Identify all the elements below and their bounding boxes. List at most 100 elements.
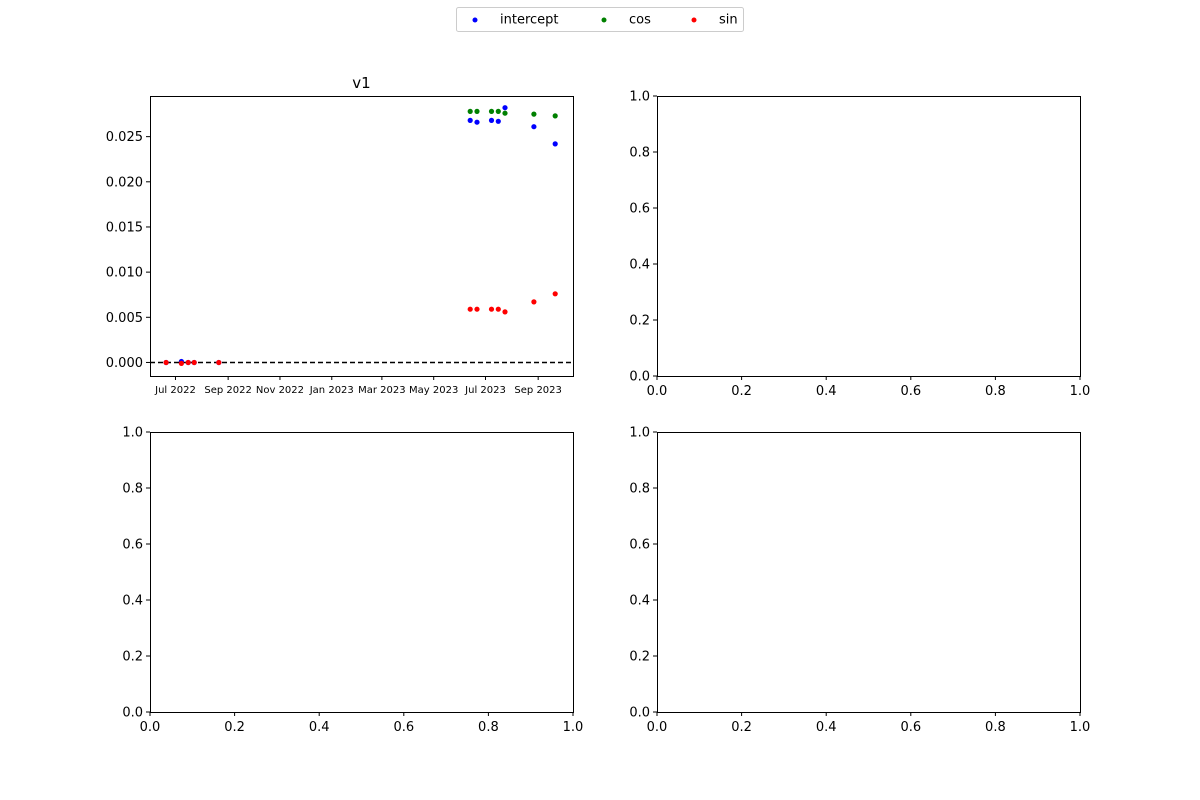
x-tick-label: Sep 2022	[204, 385, 251, 396]
plot-area	[150, 105, 573, 366]
point-sin	[552, 291, 558, 297]
y-tick-label: 0.005	[106, 311, 143, 326]
y-tick-label: 1.0	[122, 426, 143, 441]
x-tick-label: Sep 2023	[514, 385, 561, 396]
legend-label-cos: cos	[629, 13, 651, 28]
axes-frame	[150, 432, 574, 713]
legend-marker-cos	[601, 17, 607, 23]
y-tick-label: 0.015	[106, 220, 143, 235]
legend-marker-sin	[691, 17, 697, 23]
point-sin	[502, 309, 508, 315]
y-tick-label: 0.4	[122, 594, 143, 609]
point-sin	[185, 359, 191, 366]
point-sin	[531, 299, 537, 305]
point-sin	[178, 360, 184, 366]
y-tick-label: 0.8	[629, 482, 650, 497]
x-tick-label: Jan 2023	[309, 385, 354, 396]
y-tick-label: 0.020	[106, 175, 143, 190]
point-intercept	[495, 118, 501, 124]
y-tick-label: 0.8	[629, 146, 650, 161]
axes-frame	[657, 96, 1081, 377]
point-intercept	[502, 105, 508, 111]
point-intercept	[474, 119, 480, 125]
point-intercept	[488, 117, 495, 123]
x-tick-label: 0.0	[140, 720, 161, 735]
x-axis: 0.0 0.2 0.4 0.6 0.8 1.0	[140, 712, 584, 735]
point-intercept	[467, 117, 473, 123]
point-cos	[488, 108, 495, 114]
x-tick-label: 0.2	[731, 384, 752, 399]
y-tick-label: 0.0	[122, 706, 143, 721]
x-tick-label: 1.0	[1070, 384, 1091, 399]
point-cos	[467, 108, 473, 114]
y-tick-label: 0.2	[629, 650, 650, 665]
x-tick-label: 1.0	[563, 720, 584, 735]
x-tick-label: 0.0	[647, 720, 668, 735]
x-tick-label: 0.4	[309, 720, 330, 735]
point-intercept	[531, 124, 537, 130]
y-axis: 0.0 0.2 0.4 0.6 0.8 1.0	[629, 90, 657, 385]
y-tick-label: 0.4	[629, 594, 650, 609]
point-cos	[474, 108, 480, 114]
x-tick-label: May 2023	[409, 385, 458, 396]
y-tick-label: 0.0	[629, 706, 650, 721]
y-axis: 0.000 0.005 0.010 0.015 0.020 0.025	[106, 130, 150, 371]
x-tick-label: Mar 2023	[358, 385, 406, 396]
x-tick-label: 0.8	[985, 720, 1006, 735]
point-cos	[502, 110, 508, 116]
legend-label-sin: sin	[719, 13, 738, 28]
x-tick-label: 0.6	[900, 384, 921, 399]
subplot-bottom-left: 0.0 0.2 0.4 0.6 0.8 1.0 0.0 0.2 0.4 0.6 0.8 1.0	[122, 426, 583, 736]
x-axis: 0.0 0.2 0.4 0.6 0.8 1.0	[647, 712, 1090, 735]
x-tick-label: 0.6	[393, 720, 414, 735]
y-tick-label: 0.8	[122, 482, 143, 497]
y-tick-label: 0.025	[106, 130, 143, 145]
x-tick-label: 0.8	[985, 384, 1006, 399]
x-axis: Jul 2022 Sep 2022 Nov 2022 Jan 2023 Mar 2023…	[154, 376, 562, 396]
x-tick-label: 0.4	[816, 384, 837, 399]
x-tick-label: 0.2	[224, 720, 245, 735]
y-tick-label: 1.0	[629, 426, 650, 441]
y-tick-label: 0.000	[106, 356, 143, 371]
x-tick-label: 0.4	[816, 720, 837, 735]
series-sin	[163, 291, 558, 366]
subplot-bottom-right: 0.0 0.2 0.4 0.6 0.8 1.0 0.0 0.2 0.4 0.6 0.8 1.0	[629, 426, 1090, 736]
point-sin	[467, 306, 473, 312]
x-tick-label: Jul 2022	[154, 385, 196, 396]
axes-frame	[150, 96, 574, 377]
series-cos	[467, 108, 558, 119]
point-sin	[495, 306, 501, 312]
point-cos	[552, 113, 558, 119]
point-sin	[191, 359, 197, 366]
legend-frame	[456, 7, 744, 32]
point-sin	[474, 306, 480, 312]
y-axis: 0.0 0.2 0.4 0.6 0.8 1.0	[122, 426, 150, 721]
y-tick-label: 1.0	[629, 90, 650, 105]
y-tick-label: 0.010	[106, 266, 143, 281]
x-tick-label: 0.0	[647, 384, 668, 399]
y-tick-label: 0.6	[629, 538, 650, 553]
x-tick-label: Jul 2023	[464, 385, 506, 396]
y-tick-label: 0.2	[629, 314, 650, 329]
subplot-v1: v1 0.000 0.005 0.010 0.015 0.020 0.025 Jul 20…	[106, 74, 574, 396]
axes-frame	[657, 432, 1081, 713]
y-tick-label: 0.0	[629, 370, 650, 385]
subplot-top-right: 0.0 0.2 0.4 0.6 0.8 1.0 0.0 0.2 0.4 0.6 0.8 1.0	[629, 90, 1090, 400]
legend-label-intercept: intercept	[500, 13, 559, 28]
x-tick-label: 0.8	[478, 720, 499, 735]
x-tick-label: Nov 2022	[256, 385, 304, 396]
point-sin	[216, 359, 222, 366]
point-cos	[531, 111, 537, 117]
y-axis: 0.0 0.2 0.4 0.6 0.8 1.0	[629, 426, 657, 721]
y-tick-label: 0.6	[122, 538, 143, 553]
x-tick-label: 0.2	[731, 720, 752, 735]
subplot-title: v1	[352, 74, 370, 92]
point-intercept	[552, 141, 558, 147]
point-sin	[488, 306, 495, 312]
x-axis: 0.0 0.2 0.4 0.6 0.8 1.0	[647, 376, 1091, 399]
y-tick-label: 0.2	[122, 650, 143, 665]
point-cos	[495, 108, 501, 114]
y-tick-label: 0.6	[629, 202, 650, 217]
